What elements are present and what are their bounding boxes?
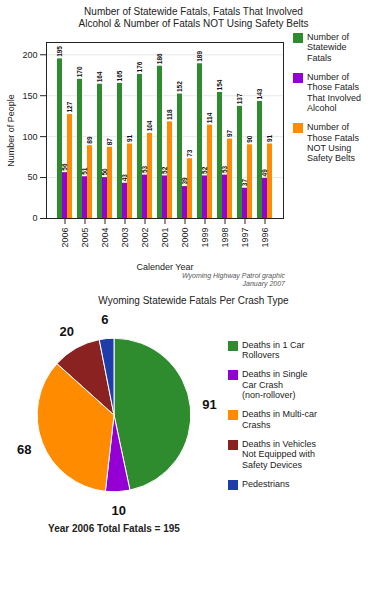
svg-text:137: 137 [236, 93, 243, 104]
svg-text:10: 10 [111, 503, 125, 518]
svg-text:170: 170 [76, 66, 83, 77]
svg-text:2005: 2005 [80, 228, 90, 248]
svg-text:1997: 1997 [240, 228, 250, 248]
svg-text:164: 164 [96, 71, 103, 82]
svg-text:1999: 1999 [200, 228, 210, 248]
svg-text:68: 68 [17, 441, 31, 456]
html-text:Deaths in 1 Car Rollovers: Deaths in 1 Car Rollovers [242, 339, 305, 360]
svg-text:37: 37 [241, 179, 248, 187]
svg-text:165: 165 [116, 70, 123, 81]
svg-text:52: 52 [161, 166, 168, 174]
svg-text:91: 91 [266, 134, 273, 142]
html-text:Number of Those Fatals That In: Number of Those Fatals That Involved Alc… [307, 72, 361, 114]
html-text:Pedestrians: Pedestrians [242, 479, 290, 489]
html-text:Year 2006 Total Fatals = 195: Year 2006 Total Fatals = 195 [48, 522, 180, 534]
html-text:Wyoming Statewide Fatals Per C: Wyoming Statewide Fatals Per Crash Type [98, 294, 289, 306]
svg-text:6: 6 [101, 312, 108, 327]
svg-text:104: 104 [146, 120, 153, 131]
html-text:Deaths in Single Car Crash (no: Deaths in Single Car Crash (non-rollover… [242, 369, 308, 400]
svg-text:176: 176 [136, 61, 143, 72]
svg-text:2002: 2002 [140, 228, 150, 248]
svg-text:118: 118 [166, 109, 173, 120]
html-text:Deaths in Multi-car Crashs: Deaths in Multi-car Crashs [242, 409, 317, 430]
svg-text:2003: 2003 [120, 228, 130, 248]
svg-text:189: 189 [196, 51, 203, 62]
svg-text:127: 127 [66, 101, 73, 112]
svg-text:43: 43 [121, 174, 128, 182]
svg-text:Calender Year: Calender Year [136, 262, 193, 272]
svg-text:90: 90 [246, 135, 253, 143]
svg-text:97: 97 [226, 129, 233, 137]
html-text:Number of Statewide Fatals, Fa: Number of Statewide Fatals, Fatals That … [78, 6, 309, 29]
svg-text:89: 89 [86, 136, 93, 144]
svg-text:2006: 2006 [60, 228, 70, 248]
svg-text:200: 200 [22, 50, 37, 60]
svg-text:154: 154 [216, 79, 223, 90]
svg-text:195: 195 [56, 46, 63, 57]
svg-text:91: 91 [202, 397, 216, 412]
html-text:Deaths in Vehicles Not Equippe: Deaths in Vehicles Not Equipped with Saf… [242, 439, 316, 470]
html-text:Wyoming Highway Patrol graphic: Wyoming Highway Patrol graphic January 2… [181, 272, 285, 288]
svg-text:20: 20 [59, 324, 73, 339]
html-text:Number of Those Fatals NOT Usi: Number of Those Fatals NOT Using Safety … [307, 122, 359, 164]
svg-text:73: 73 [186, 149, 193, 157]
svg-text:51: 51 [81, 167, 88, 175]
svg-text:114: 114 [206, 112, 213, 123]
svg-text:143: 143 [256, 88, 263, 99]
svg-text:91: 91 [126, 134, 133, 142]
svg-text:0: 0 [32, 213, 37, 223]
svg-text:50: 50 [27, 172, 37, 182]
html-text:Number of Statewide Fatals: Number of Statewide Fatals [307, 32, 349, 63]
svg-text:53: 53 [221, 165, 228, 173]
svg-text:2000: 2000 [180, 228, 190, 248]
svg-text:152: 152 [176, 81, 183, 92]
svg-text:150: 150 [22, 91, 37, 101]
svg-text:Number of People: Number of People [6, 94, 16, 167]
svg-text:87: 87 [106, 138, 113, 146]
svg-text:100: 100 [22, 132, 37, 142]
svg-text:49: 49 [261, 169, 268, 177]
svg-text:39: 39 [181, 177, 188, 185]
svg-text:1998: 1998 [220, 228, 230, 248]
svg-text:2001: 2001 [160, 228, 170, 248]
svg-text:186: 186 [156, 53, 163, 64]
svg-text:50: 50 [101, 168, 108, 176]
svg-text:1996: 1996 [260, 228, 270, 248]
svg-text:2004: 2004 [100, 228, 110, 248]
svg-text:52: 52 [201, 166, 208, 174]
svg-text:56: 56 [61, 163, 68, 171]
svg-text:53: 53 [141, 165, 148, 173]
